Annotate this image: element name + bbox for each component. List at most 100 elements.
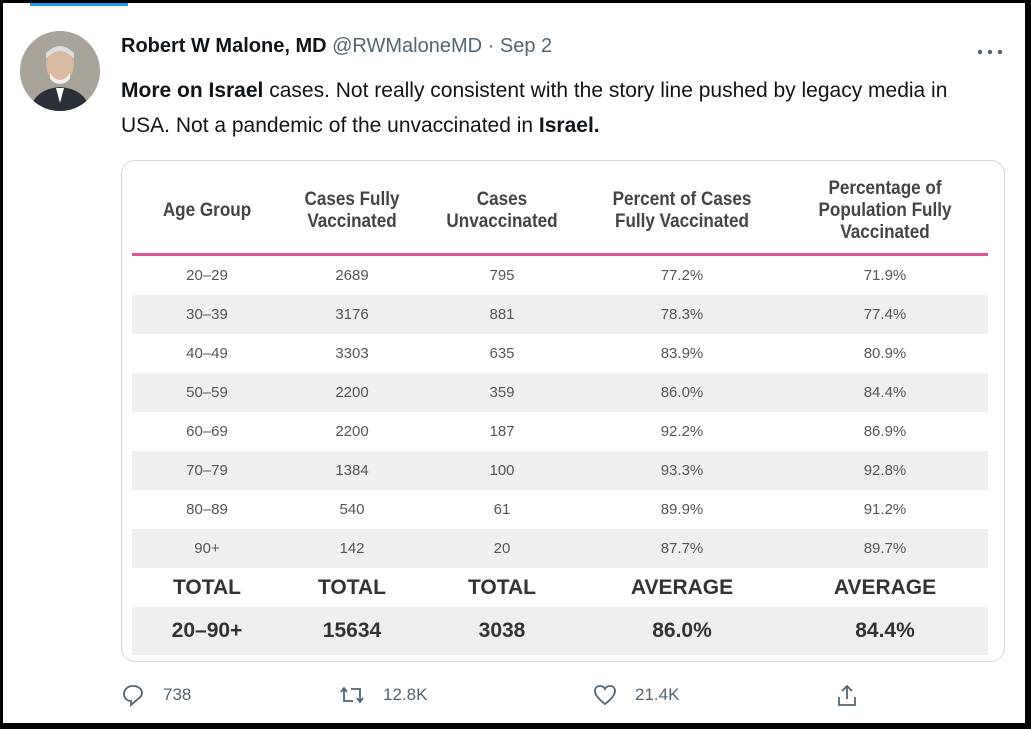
total-label: TOTAL [467, 575, 537, 599]
bold-text: Israel. [538, 114, 600, 137]
table-cell: 92.8% [863, 462, 907, 479]
tweet-text: More on Israel cases. Not really consist… [121, 73, 1001, 143]
header-cell: Percentage of Population Fully Vaccinated [792, 178, 977, 244]
table-row: 90+ 142 20 87.7% 89.7% [132, 529, 988, 568]
table-row: 40–49 3303 635 83.9% 80.9% [132, 334, 988, 373]
table-cell: 78.3% [660, 306, 704, 323]
table-cell: 142 [339, 540, 365, 557]
total-label: AVERAGE [833, 575, 937, 599]
table-cell: 60–69 [186, 423, 228, 440]
separator: · [487, 35, 495, 57]
header-cell: Cases Fully Vaccinated [289, 189, 415, 233]
handle[interactable]: @RWMaloneMD [332, 35, 483, 57]
retweet-count: 12.8K [383, 685, 428, 704]
header-line: Fully Vaccinated [614, 211, 750, 232]
header-cell: Age Group [140, 200, 275, 222]
share-button[interactable] [835, 683, 859, 709]
tab-indicator [30, 3, 128, 6]
table-cell: 540 [339, 501, 365, 518]
table-cell: 71.9% [863, 267, 907, 284]
table-cell: 84.4% [863, 384, 907, 401]
table-cell: 20 [493, 540, 511, 557]
table-row: 20–29 2689 795 77.2% 71.9% [132, 256, 988, 295]
reply-icon [123, 685, 143, 707]
table-cell: 359 [489, 384, 515, 401]
header-line: Cases Fully [304, 189, 400, 210]
table-cell: 86.0% [660, 384, 704, 401]
table-cell: 83.9% [660, 345, 704, 362]
date[interactable]: Sep 2 [499, 35, 553, 57]
total-label: TOTAL [172, 575, 242, 599]
table-cell: 87.7% [660, 540, 704, 557]
table-row: 70–79 1384 100 93.3% 92.8% [132, 451, 988, 490]
table-cell: 635 [489, 345, 515, 362]
table-cell: 80–89 [186, 501, 228, 518]
table-cell: 89.7% [863, 540, 907, 557]
header-line: Age Group [162, 200, 252, 221]
header-line: Population Fully [818, 200, 952, 221]
table-cell: 187 [489, 423, 515, 440]
total-label: TOTAL [317, 575, 387, 599]
table-cell: 77.4% [863, 306, 907, 323]
table-cell: 30–39 [186, 306, 228, 323]
more-button[interactable] [975, 47, 1005, 57]
table-cell: 3303 [335, 345, 369, 362]
table-cell: 40–49 [186, 345, 228, 362]
totals-row: 20–90+ 15634 3038 86.0% 84.4% [132, 607, 988, 655]
like-count: 21.4K [635, 685, 680, 704]
table-cell: 89.9% [660, 501, 704, 518]
author-line: Robert W Malone, MD @RWMaloneMD · Sep 2 [121, 35, 552, 58]
header-line: Vaccinated [307, 211, 397, 232]
total-label: AVERAGE [630, 575, 734, 599]
table-cell: 61 [493, 501, 511, 518]
table-cell: 100 [489, 462, 515, 479]
table-cell: 2200 [335, 384, 369, 401]
header-line: Vaccinated [840, 222, 930, 243]
table-cell: 3176 [335, 306, 369, 323]
reply-action[interactable]: 738 [121, 683, 191, 707]
total-label-row: TOTAL TOTAL TOTAL AVERAGE AVERAGE [132, 568, 988, 607]
table-cell: 80.9% [863, 345, 907, 362]
header-line: Cases [476, 189, 528, 210]
total-value: 15634 [322, 619, 382, 642]
table-cell: 93.3% [660, 462, 704, 479]
table-cell: 881 [489, 306, 515, 323]
data-table: Age Group Cases Fully Vaccinated Cases Unvac… [132, 169, 988, 655]
like-icon [594, 685, 616, 706]
table-cell: 77.2% [660, 267, 704, 284]
table-cell: 86.9% [863, 423, 907, 440]
header-line: Percent of Cases [612, 189, 752, 210]
table-cell: 91.2% [863, 501, 907, 518]
reply-count: 738 [163, 685, 192, 704]
retweet-action[interactable]: 12.8K [339, 683, 427, 707]
table-row: 50–59 2200 359 86.0% 84.4% [132, 373, 988, 412]
total-value: 84.4% [855, 619, 915, 642]
text-segment: cases. Not really consistent with the st… [121, 79, 948, 137]
table-cell: 2689 [335, 267, 369, 284]
table-row: 60–69 2200 187 92.2% 86.9% [132, 412, 988, 451]
author-name[interactable]: Robert W Malone, MD [121, 35, 327, 57]
table-cell: 20–29 [186, 267, 228, 284]
table-cell: 795 [489, 267, 515, 284]
table-row: 30–39 3176 881 78.3% 77.4% [132, 295, 988, 334]
header-line: Percentage of [828, 178, 942, 199]
header-line: Unvaccinated [446, 211, 558, 232]
like-action[interactable]: 21.4K [593, 683, 679, 707]
avatar-image [20, 31, 100, 111]
table-cell: 1384 [335, 462, 369, 479]
table-cell: 50–59 [186, 384, 228, 401]
header-row: Age Group Cases Fully Vaccinated Cases Unvac… [132, 169, 988, 256]
total-value: 86.0% [652, 619, 712, 642]
total-value: 20–90+ [171, 619, 243, 642]
avatar[interactable] [20, 31, 100, 111]
image-card[interactable]: Age Group Cases Fully Vaccinated Cases Unvac… [121, 160, 1005, 662]
header-cell: Cases Unvaccinated [430, 189, 574, 233]
table-cell: 90+ [194, 540, 220, 557]
header-cell: Percent of Cases Fully Vaccinated [592, 189, 772, 233]
total-value: 3038 [478, 619, 526, 642]
tweet-screenshot: Robert W Malone, MD @RWMaloneMD · Sep 2 … [3, 3, 1025, 723]
table-cell: 2200 [335, 423, 369, 440]
table-row: 80–89 540 61 89.9% 91.2% [132, 490, 988, 529]
table-cell: 92.2% [660, 423, 704, 440]
table-cell: 70–79 [186, 462, 228, 479]
